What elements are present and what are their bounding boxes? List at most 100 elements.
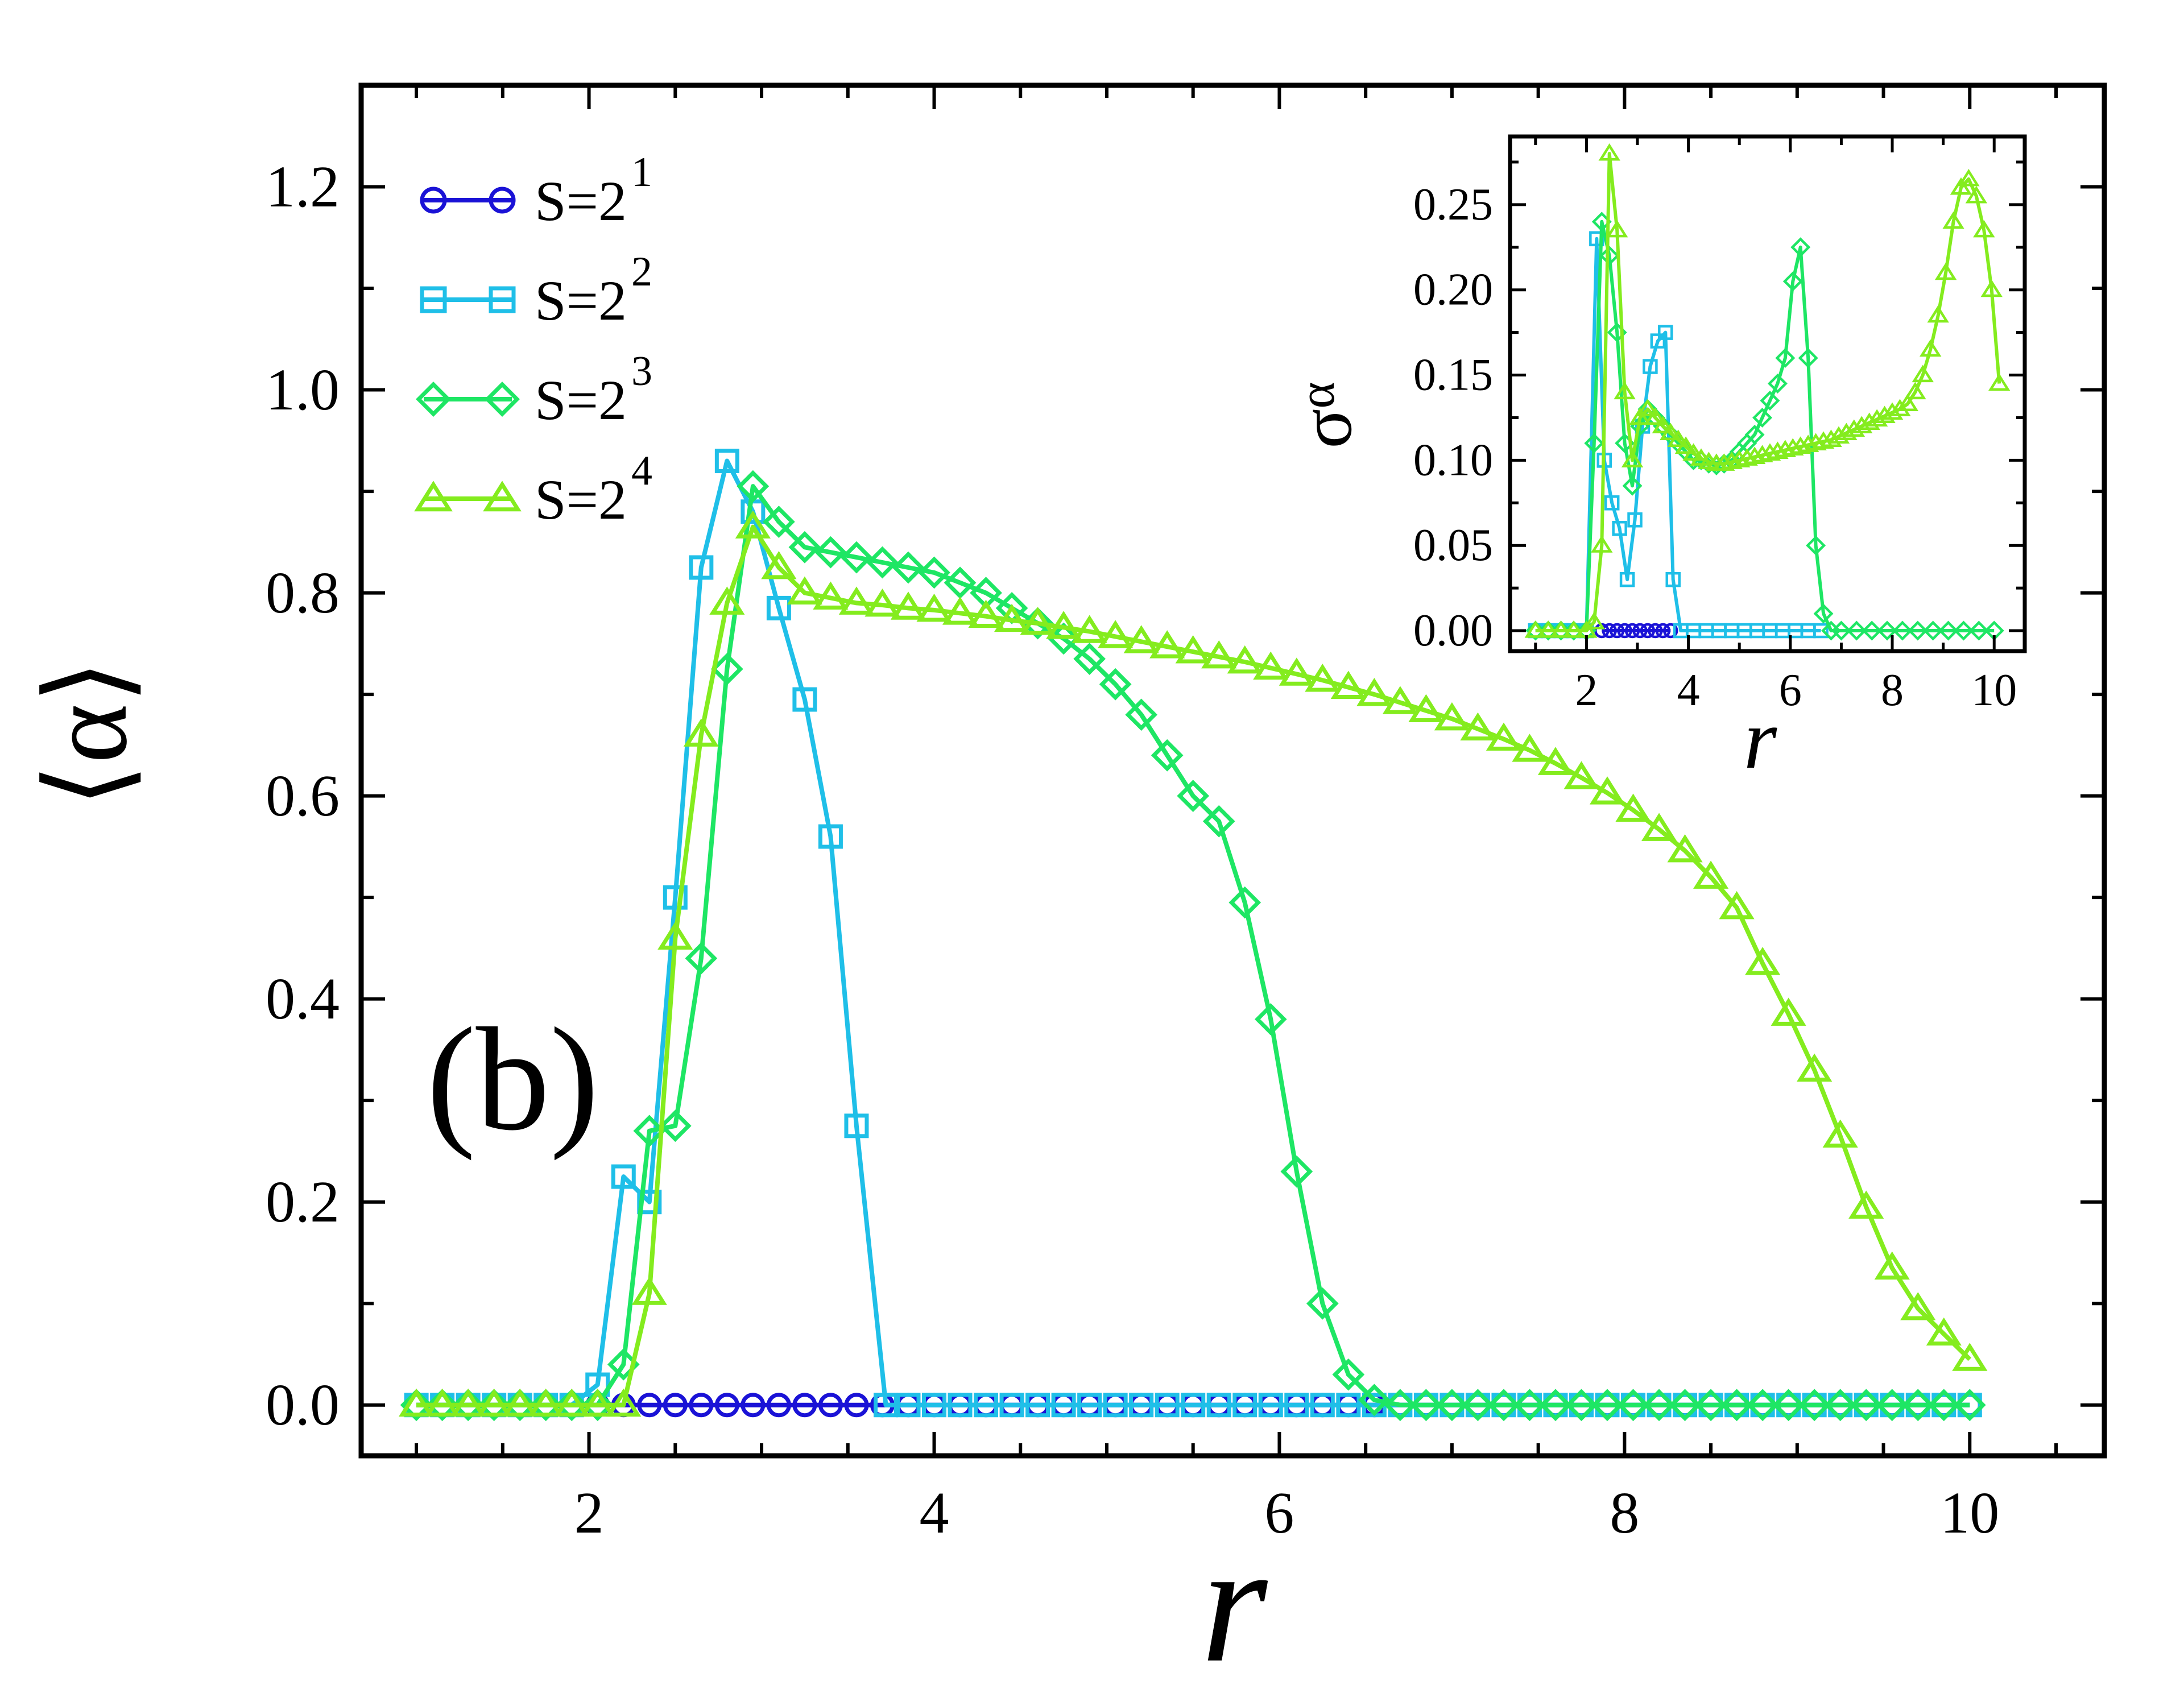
legend-marker-right xyxy=(489,187,516,214)
main-data-point xyxy=(1305,664,1341,692)
inset-y-tick-label: 0.05 xyxy=(1413,520,1493,570)
inset-y-tick-label: 0.10 xyxy=(1413,435,1493,485)
inset-data-point xyxy=(1562,620,1585,638)
inset-data-point xyxy=(1674,436,1697,454)
inset-data-point xyxy=(1612,520,1627,536)
inset-x-tick-label: 8 xyxy=(1881,665,1904,715)
main-data-point xyxy=(1487,1389,1520,1422)
inset-data-point xyxy=(1866,409,1888,427)
main-data-point xyxy=(1410,1389,1442,1422)
inset-data-point xyxy=(1617,623,1632,639)
legend-marker-right xyxy=(483,481,522,512)
inset-data-point xyxy=(1658,325,1673,340)
main-data-point xyxy=(1408,694,1444,723)
inset-data-point xyxy=(1643,359,1658,374)
inset-data-point xyxy=(1953,620,1974,641)
inset-data-point xyxy=(1858,412,1880,430)
main-data-point xyxy=(1125,698,1158,731)
main-data-point xyxy=(1460,712,1496,741)
main-x-tick-label: 4 xyxy=(920,1480,949,1546)
main-data-point xyxy=(1512,734,1548,762)
main-data-point xyxy=(1123,625,1159,653)
main-data-point xyxy=(689,1393,714,1418)
inset-data-point xyxy=(1927,305,1949,323)
inset-data-point xyxy=(1640,623,1656,639)
legend: S=2 1S=2 2S=2 3S=2 4 xyxy=(414,149,652,531)
inset-data-point xyxy=(1980,279,2003,297)
main-data-point xyxy=(838,586,875,615)
panel-label: (b) xyxy=(427,997,599,1161)
main-data-point xyxy=(1103,1393,1128,1418)
main-data-point xyxy=(714,449,739,474)
inset-data-point xyxy=(1614,382,1636,400)
main-data-point xyxy=(1232,1393,1258,1418)
main-data-point xyxy=(999,1393,1024,1418)
inset-data-point xyxy=(1563,620,1584,641)
main-data-point xyxy=(1874,1251,1910,1280)
main-data-point xyxy=(1436,1389,1469,1422)
legend-label-base: S=2 xyxy=(535,368,627,432)
main-data-point xyxy=(890,591,926,620)
main-x-tick-label: 10 xyxy=(1940,1480,1999,1546)
legend-label: S=2 2 xyxy=(535,249,652,332)
inset-data-point xyxy=(1782,438,1804,456)
legend-marker-left xyxy=(414,481,453,512)
main-data-point xyxy=(1615,793,1651,822)
main-data-point xyxy=(1330,670,1366,699)
main-data-point xyxy=(844,1113,869,1138)
inset-data-point xyxy=(1606,220,1628,238)
main-x-tick-label: 2 xyxy=(574,1480,604,1546)
inset-data-point xyxy=(1938,620,1959,641)
main-data-point xyxy=(1900,1292,1936,1320)
legend-label: S=2 3 xyxy=(535,348,652,432)
inset-data-point xyxy=(1682,443,1705,461)
inset-data-point xyxy=(1599,246,1620,266)
main-data-point xyxy=(663,885,688,910)
inset-data-point xyxy=(1736,448,1758,466)
inset-series-3 xyxy=(1525,212,2004,641)
main-data-point xyxy=(1336,1393,1361,1418)
main-data-point xyxy=(892,551,925,584)
main-data-point xyxy=(606,1388,642,1417)
inset-data-point xyxy=(1767,441,1789,459)
inset-data-point xyxy=(1622,475,1643,496)
main-data-point xyxy=(1358,1384,1391,1417)
main-data-point xyxy=(788,531,821,564)
inset-data-point xyxy=(1862,620,1882,641)
legend-label-base: S=2 xyxy=(535,169,627,233)
inset-data-point xyxy=(1743,446,1766,464)
main-data-point xyxy=(864,588,900,617)
inset-data-point xyxy=(1782,271,1803,292)
inset-y-tick-label: 0.25 xyxy=(1413,180,1493,230)
main-data-point xyxy=(1253,651,1289,680)
main-data-point xyxy=(1332,1358,1365,1391)
main-data-point xyxy=(1720,1389,1753,1422)
inset-data-point xyxy=(1923,620,1943,641)
inset-plot: 2 4 6 8 10 0.00 0.05 0.10 0.15 0.20 0.25 r σα xyxy=(1285,134,2027,786)
main-data-point xyxy=(709,586,745,615)
inset-data-point xyxy=(1550,620,1572,638)
main-data-point xyxy=(581,1389,614,1422)
main-data-point xyxy=(1797,1053,1833,1082)
main-data-point xyxy=(611,1164,636,1189)
inset-data-point xyxy=(1789,436,1811,454)
main-data-point xyxy=(1486,722,1522,751)
main-data-point xyxy=(555,1389,588,1422)
main-y-tick-label: 0.0 xyxy=(266,1372,340,1438)
main-data-point xyxy=(792,687,817,712)
main-data-point xyxy=(1181,1393,1206,1418)
main-data-point xyxy=(1310,1393,1335,1418)
inset-data-point xyxy=(1728,450,1751,467)
inset-plot-frame xyxy=(1508,134,2027,653)
main-data-point xyxy=(1279,657,1314,686)
main-data-point xyxy=(424,1388,460,1417)
main-data-point xyxy=(1254,1003,1287,1036)
main-data-point xyxy=(554,1388,590,1417)
main-data-point xyxy=(1284,1393,1309,1418)
inset-data-point xyxy=(1889,399,1911,417)
main-data-point xyxy=(1513,1389,1546,1422)
main-data-point xyxy=(1693,860,1729,889)
inset-data-point xyxy=(1744,424,1765,445)
inset-data-point xyxy=(1831,620,1851,641)
inset-data-point xyxy=(1650,333,1666,349)
